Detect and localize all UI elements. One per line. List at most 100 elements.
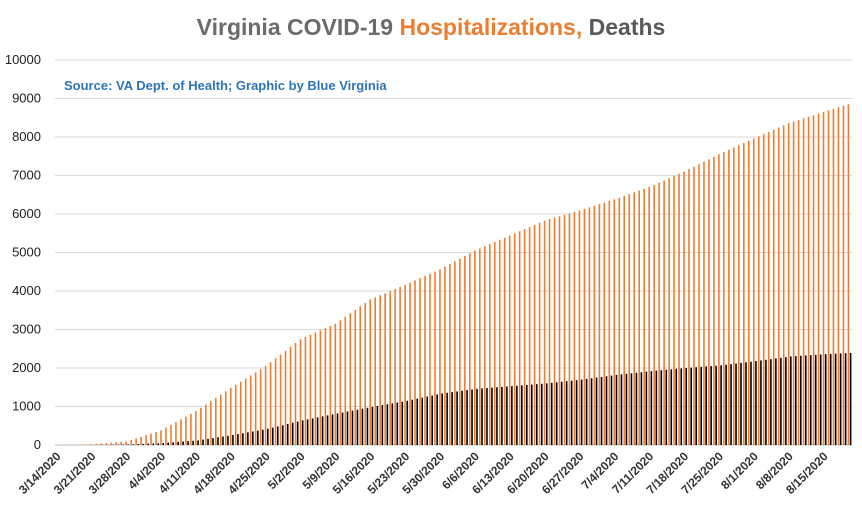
bar-hospitalizations [195, 411, 197, 445]
bar-hospitalizations [693, 166, 695, 445]
bar-hospitalizations [160, 430, 162, 445]
bar-deaths [207, 438, 209, 445]
bar-deaths [476, 388, 478, 445]
bar-hospitalizations [683, 171, 685, 445]
bar-deaths [705, 366, 707, 445]
bar-deaths [361, 408, 364, 445]
bar-deaths [570, 380, 573, 445]
bar-deaths [217, 437, 219, 445]
bar-hospitalizations [399, 286, 401, 445]
bar-deaths [625, 373, 628, 445]
bar-hospitalizations [155, 431, 157, 445]
bar-hospitalizations [449, 264, 451, 445]
bar-deaths [650, 371, 653, 445]
bar-hospitalizations [394, 289, 396, 445]
bar-hospitalizations [239, 381, 242, 445]
bar-hospitalizations [558, 216, 561, 445]
source-note: Source: VA Dept. of Health; Graphic by B… [64, 78, 387, 93]
bar-hospitalizations [767, 131, 770, 446]
bar-hospitalizations [175, 422, 177, 445]
bar-deaths [426, 396, 428, 445]
bar-deaths [555, 382, 558, 445]
bar-hospitalizations [493, 241, 496, 445]
bar-hospitalizations [110, 442, 112, 445]
bar-hospitalizations [513, 233, 516, 445]
bar-deaths [147, 443, 150, 445]
bar-hospitalizations [374, 297, 376, 445]
y-tick-label: 3000 [12, 322, 41, 337]
bar-deaths [511, 386, 513, 445]
bar-hospitalizations [703, 161, 705, 445]
bar-deaths [580, 379, 583, 445]
bar-deaths [750, 361, 752, 445]
bar-deaths [844, 353, 847, 445]
bar-hospitalizations [538, 222, 541, 445]
bar-hospitalizations [628, 194, 631, 445]
bar-hospitalizations [229, 388, 232, 445]
bar-deaths [341, 412, 344, 445]
bar-deaths [436, 394, 438, 445]
bar-hospitalizations [344, 316, 347, 445]
bar-hospitalizations [299, 339, 302, 445]
bar-hospitalizations [782, 125, 785, 445]
bar-deaths [142, 443, 145, 445]
bar-deaths [605, 376, 608, 445]
y-tick-label: 2000 [12, 360, 41, 375]
bar-hospitalizations [424, 276, 426, 445]
bar-deaths [809, 355, 812, 445]
bar-deaths [446, 392, 448, 445]
bar-hospitalizations [224, 391, 227, 445]
bar-hospitalizations [454, 261, 456, 445]
bar-hospitalizations [185, 416, 187, 445]
bar-hospitalizations [404, 284, 406, 445]
bar-hospitalizations [543, 220, 546, 445]
x-tick-label: 8/1/2020 [718, 449, 761, 492]
bar-hospitalizations [474, 250, 476, 445]
bar-hospitalizations [459, 258, 461, 445]
bar-deaths [501, 386, 503, 445]
bar-deaths [267, 428, 269, 445]
bar-hospitalizations [623, 195, 626, 445]
bar-deaths [471, 389, 473, 445]
bar-deaths [491, 387, 493, 445]
bar-hospitalizations [469, 253, 471, 445]
bar-deaths [391, 403, 394, 445]
bar-hospitalizations [673, 176, 675, 445]
bar-hospitalizations [508, 235, 511, 445]
bar-hospitalizations [100, 443, 103, 445]
bar-hospitalizations [135, 438, 137, 445]
bar-hospitalizations [284, 350, 287, 445]
bar-hospitalizations [797, 119, 800, 445]
bar-hospitalizations [279, 354, 282, 445]
bar-hospitalizations [488, 244, 491, 445]
title-part-deaths: Deaths [582, 14, 666, 40]
bar-hospitalizations [379, 295, 381, 445]
bar-deaths [645, 371, 648, 445]
bar-deaths [615, 374, 618, 445]
bar-deaths [660, 370, 663, 445]
bar-hospitalizations [713, 156, 715, 445]
bar-deaths [675, 368, 678, 445]
bar-hospitalizations [354, 309, 357, 445]
bar-hospitalizations [563, 214, 566, 445]
bar-deaths [257, 430, 259, 445]
bar-deaths [306, 419, 309, 445]
bar-hospitalizations [528, 226, 531, 445]
bar-deaths [331, 414, 334, 445]
bar-hospitalizations [120, 441, 122, 445]
bar-deaths [416, 398, 419, 445]
bar-hospitalizations [234, 384, 237, 445]
bar-deaths [790, 356, 792, 445]
bar-hospitalizations [678, 173, 680, 446]
bar-deaths [635, 372, 638, 445]
bar-deaths [740, 362, 742, 445]
bar-deaths [177, 441, 179, 445]
bar-deaths [755, 361, 757, 445]
bar-hospitalizations [743, 143, 745, 445]
bar-hospitalizations [723, 152, 725, 445]
bar-hospitalizations [85, 444, 88, 445]
bar-hospitalizations [548, 219, 551, 445]
y-tick-label: 6000 [12, 206, 41, 221]
bar-hospitalizations [747, 140, 750, 445]
bar-deaths [132, 444, 135, 445]
